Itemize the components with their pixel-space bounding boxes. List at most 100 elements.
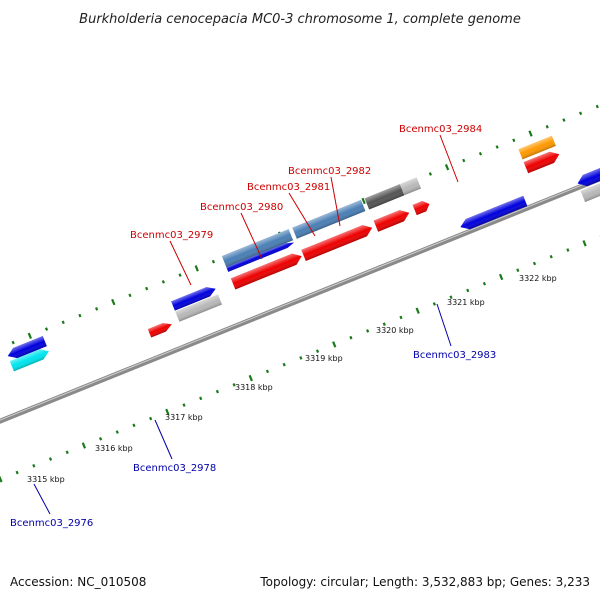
tick-label: 3318 kbp bbox=[235, 383, 273, 392]
gene-feature[interactable] bbox=[171, 284, 217, 311]
gene-feature[interactable] bbox=[458, 195, 528, 232]
tick-label: 3315 kbp bbox=[27, 475, 65, 484]
tick-mark bbox=[349, 335, 353, 340]
tick-mark bbox=[482, 281, 487, 286]
label-leaders bbox=[33, 134, 459, 515]
tick-mark bbox=[549, 254, 553, 259]
tick-mark bbox=[478, 151, 483, 156]
backbone-line bbox=[0, 140, 600, 460]
tick-mark bbox=[0, 476, 3, 483]
tick-mark bbox=[182, 403, 186, 407]
tick-mark bbox=[161, 280, 165, 284]
tick-mark bbox=[65, 450, 69, 455]
tick-mark bbox=[248, 374, 253, 382]
tick-mark bbox=[532, 261, 537, 266]
tick-label: 3319 kbp bbox=[305, 354, 343, 363]
leader-line bbox=[436, 303, 452, 347]
tick-mark bbox=[44, 327, 49, 331]
tick-mark bbox=[299, 356, 303, 360]
gene-feature[interactable] bbox=[373, 207, 412, 232]
tick-mark bbox=[215, 389, 219, 394]
leader-line bbox=[439, 134, 459, 183]
tick-label: 3316 kbp bbox=[95, 444, 133, 453]
gene-feature[interactable] bbox=[147, 320, 174, 338]
tick-mark bbox=[495, 145, 499, 149]
gene-feature[interactable] bbox=[412, 199, 432, 216]
gene-label-bcenmc03_2981[interactable]: Bcenmc03_2981 bbox=[247, 182, 330, 193]
gene-label-bcenmc03_2976[interactable]: Bcenmc03_2976 bbox=[10, 518, 93, 529]
tick-mark bbox=[178, 273, 182, 277]
gene-feature[interactable] bbox=[575, 150, 600, 189]
tick-label: 3320 kbp bbox=[376, 326, 414, 335]
backbone-highlight bbox=[0, 141, 600, 457]
tick-mark bbox=[32, 463, 36, 468]
tick-label: 3322 kbp bbox=[519, 274, 557, 283]
tick-mark bbox=[595, 104, 599, 109]
gene-feature[interactable] bbox=[9, 346, 51, 372]
tick-mark bbox=[361, 197, 366, 205]
tick-mark bbox=[27, 332, 32, 340]
tick-mark bbox=[149, 416, 153, 421]
tick-mark bbox=[512, 138, 516, 143]
gene-label-bcenmc03_2978[interactable]: Bcenmc03_2978 bbox=[133, 463, 216, 474]
tick-label: 3317 kbp bbox=[165, 413, 203, 422]
gene-feature[interactable] bbox=[175, 294, 223, 322]
tick-mark bbox=[199, 396, 203, 401]
tick-mark bbox=[579, 111, 583, 116]
gene-feature[interactable] bbox=[6, 335, 47, 361]
tick-mark bbox=[315, 349, 320, 353]
tick-mark bbox=[528, 130, 533, 137]
gene-feature[interactable] bbox=[399, 177, 422, 196]
gene-labels: Bcenmc03_2979 Bcenmc03_2980 Bcenmc03_2981 B… bbox=[10, 124, 496, 529]
tick-mark bbox=[382, 322, 386, 326]
tick-mark bbox=[449, 295, 453, 300]
tick-mark bbox=[265, 369, 270, 374]
tick-mark bbox=[98, 437, 103, 441]
tick-mark bbox=[545, 124, 549, 129]
summary-text: Topology: circular; Length: 3,532,883 bp… bbox=[259, 575, 590, 589]
tick-mark bbox=[516, 268, 520, 273]
tick-mark bbox=[61, 320, 65, 325]
gene-label-bcenmc03_2982[interactable]: Bcenmc03_2982 bbox=[288, 166, 371, 177]
tick-mark bbox=[282, 362, 286, 367]
tick-labels: 3315 kbp 3316 kbp 3317 kbp 3318 kbp 3319 kbp… bbox=[27, 274, 557, 484]
gene-label-bcenmc03_2984[interactable]: Bcenmc03_2984 bbox=[399, 124, 482, 135]
gene-feature[interactable] bbox=[230, 251, 304, 290]
tick-mark bbox=[111, 298, 116, 306]
gene-feature[interactable] bbox=[301, 222, 374, 261]
gene-feature[interactable] bbox=[523, 149, 562, 174]
tick-mark bbox=[498, 273, 504, 281]
gene-feature[interactable] bbox=[226, 240, 295, 272]
tick-mark bbox=[165, 408, 170, 416]
gene-feature[interactable] bbox=[364, 184, 405, 210]
tick-mark bbox=[95, 307, 99, 311]
gene-feature[interactable] bbox=[518, 135, 556, 160]
feature-track bbox=[6, 135, 600, 372]
tick-label: 3321 kbp bbox=[447, 298, 485, 307]
accession-text: Accession: NC_010508 bbox=[10, 575, 146, 589]
tick-mark bbox=[415, 307, 420, 314]
tick-row-bottom bbox=[0, 234, 600, 483]
tick-mark bbox=[128, 293, 132, 298]
tick-mark bbox=[145, 286, 149, 291]
tick-mark bbox=[194, 265, 199, 272]
leader-line bbox=[240, 212, 263, 260]
map-area bbox=[0, 104, 600, 483]
tick-mark bbox=[115, 430, 119, 434]
tick-mark bbox=[582, 240, 587, 247]
leader-line bbox=[288, 192, 316, 237]
gene-label-bcenmc03_2983[interactable]: Bcenmc03_2983 bbox=[413, 350, 496, 361]
tick-mark bbox=[432, 302, 436, 306]
tick-mark bbox=[332, 341, 337, 348]
gene-label-bcenmc03_2980[interactable]: Bcenmc03_2980 bbox=[200, 202, 283, 213]
tick-mark bbox=[48, 457, 53, 461]
tick-mark bbox=[566, 248, 570, 252]
tick-mark bbox=[466, 288, 470, 293]
tick-mark bbox=[399, 315, 403, 320]
tick-mark bbox=[78, 313, 82, 318]
leader-line bbox=[154, 419, 173, 460]
tick-mark bbox=[211, 259, 216, 264]
gene-label-bcenmc03_2979[interactable]: Bcenmc03_2979 bbox=[130, 230, 213, 241]
gene-feature[interactable] bbox=[580, 163, 600, 203]
